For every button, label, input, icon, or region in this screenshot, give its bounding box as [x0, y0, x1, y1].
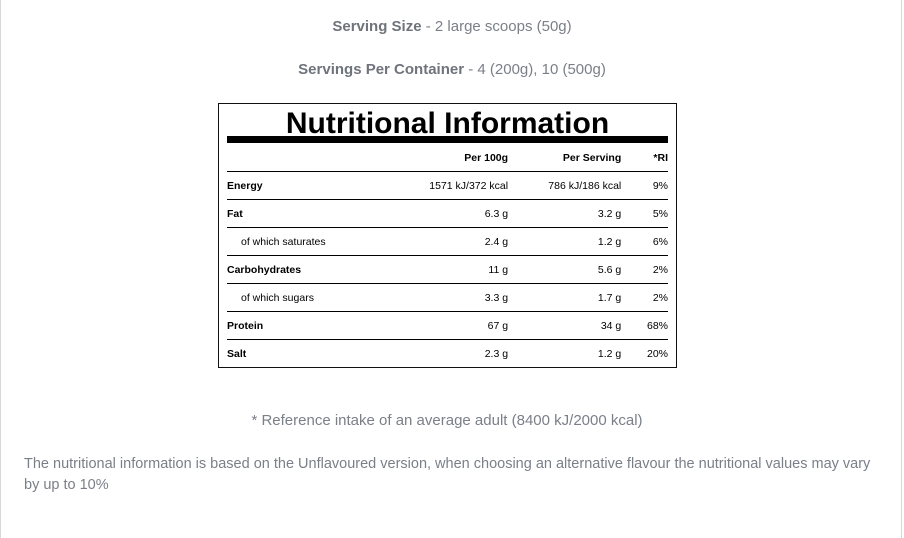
- row-per-serving: 786 kJ/186 kcal: [548, 179, 622, 192]
- row-per-100g: 2.3 g: [484, 347, 509, 360]
- table-row: Fat 6.3 g 3.2 g 5%: [227, 199, 668, 228]
- row-per-serving: 1.7 g: [597, 291, 622, 304]
- title-divider: [227, 136, 668, 143]
- header-per-serving: Per Serving: [562, 151, 622, 164]
- nutrition-panel: Nutritional Information Per 100g Per Ser…: [218, 103, 677, 368]
- row-ri: 68%: [646, 319, 668, 332]
- row-ri: 9%: [652, 179, 668, 192]
- row-label: of which saturates: [241, 235, 326, 248]
- table-row: of which saturates 2.4 g 1.2 g 6%: [227, 227, 668, 256]
- row-label: Energy: [227, 179, 263, 192]
- row-label: Salt: [227, 347, 247, 360]
- serving-size-label: Serving Size: [332, 18, 422, 35]
- row-per-100g: 3.3 g: [484, 291, 509, 304]
- row-per-100g: 11 g: [488, 263, 509, 276]
- row-ri: 5%: [652, 207, 668, 220]
- row-label: of which sugars: [241, 291, 314, 304]
- row-per-100g: 67 g: [487, 319, 509, 332]
- table-row: Protein 67 g 34 g 68%: [227, 311, 668, 340]
- serving-size: Serving Size - 2 large scoops (50g): [0, 18, 904, 35]
- row-per-serving: 34 g: [600, 319, 622, 332]
- servings-per-container-value: - 4 (200g), 10 (500g): [464, 61, 606, 78]
- header-label: [227, 144, 396, 172]
- nutrition-table: Per 100g Per Serving *RI Energy 1571 kJ/…: [227, 144, 668, 367]
- table-header-row: Per 100g Per Serving *RI: [227, 144, 668, 172]
- row-per-serving: 3.2 g: [597, 207, 622, 220]
- row-label: Carbohydrates: [227, 263, 302, 276]
- row-ri: 20%: [646, 347, 668, 360]
- row-per-100g: 2.4 g: [484, 235, 509, 248]
- table-row: Carbohydrates 11 g 5.6 g 2%: [227, 255, 668, 284]
- panel-title: Nutritional Information: [285, 107, 610, 140]
- servings-per-container-label: Servings Per Container: [298, 61, 465, 78]
- reference-intake-footnote: * Reference intake of an average adult (…: [251, 412, 643, 429]
- row-label: Fat: [227, 207, 243, 220]
- row-per-serving: 1.2 g: [597, 235, 622, 248]
- row-label: Protein: [227, 319, 264, 332]
- header-per-100g: Per 100g: [464, 151, 509, 164]
- row-per-100g: 6.3 g: [484, 207, 509, 220]
- table-row: of which sugars 3.3 g 1.7 g 2%: [227, 283, 668, 312]
- servings-per-container: Servings Per Container - 4 (200g), 10 (5…: [0, 61, 904, 78]
- row-per-serving: 1.2 g: [597, 347, 622, 360]
- row-per-100g: 1571 kJ/372 kcal: [429, 179, 509, 192]
- flavour-disclaimer: The nutritional information is based on …: [24, 456, 871, 493]
- serving-size-value: - 2 large scoops (50g): [421, 18, 572, 35]
- row-ri: 2%: [652, 263, 668, 276]
- row-ri: 6%: [652, 235, 668, 248]
- header-ri: *RI: [653, 151, 668, 164]
- table-row: Energy 1571 kJ/372 kcal 786 kJ/186 kcal …: [227, 171, 668, 200]
- row-per-serving: 5.6 g: [597, 263, 622, 276]
- row-ri: 2%: [652, 291, 668, 304]
- table-row: Salt 2.3 g 1.2 g 20%: [227, 339, 668, 368]
